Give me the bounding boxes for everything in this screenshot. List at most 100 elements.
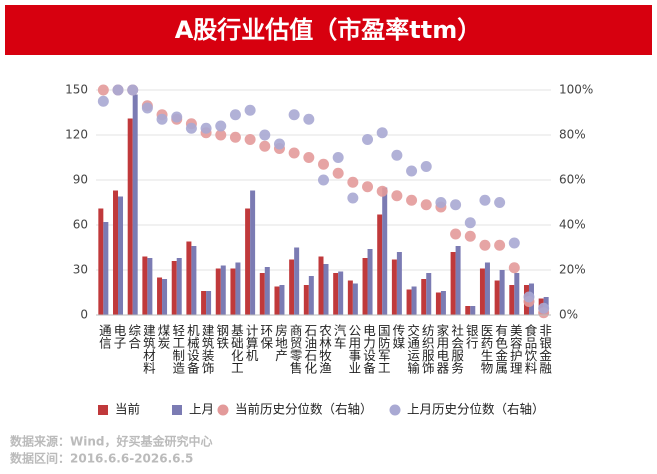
point <box>450 199 462 211</box>
point <box>406 165 418 177</box>
point <box>391 149 403 161</box>
bar <box>206 291 212 315</box>
x-tick-label: 钢铁 <box>214 324 229 349</box>
bar <box>367 249 373 315</box>
bar <box>479 268 485 315</box>
bar <box>162 279 168 315</box>
x-tick-label: 国防军工 <box>376 324 391 374</box>
y-tick-label: 60 <box>73 218 88 232</box>
bar <box>215 268 221 315</box>
bar <box>440 291 446 315</box>
point <box>332 152 344 163</box>
chart-title: A股行业估值（市盈率ttm） <box>175 16 482 44</box>
point <box>97 84 109 96</box>
x-tick-label: 基础化工 <box>229 324 244 374</box>
legend-swatch <box>389 404 401 416</box>
bar <box>509 285 515 315</box>
point <box>523 291 535 303</box>
bar <box>191 246 197 315</box>
bar <box>338 271 344 315</box>
x-tick-label: 轻工制造 <box>170 324 185 374</box>
bar <box>171 261 177 315</box>
y2-tick-label: 100% <box>559 83 593 97</box>
x-tick-label: 医药生物 <box>478 324 493 375</box>
x-tick-label: 公用事业 <box>346 324 361 374</box>
point <box>273 138 285 150</box>
x-tick-label: 计算机 <box>244 324 259 362</box>
bar <box>308 276 314 315</box>
x-tick-label: 环保 <box>258 324 273 349</box>
bar <box>406 289 412 315</box>
bar <box>259 273 265 315</box>
bar <box>235 262 241 315</box>
bar <box>391 259 397 315</box>
bar <box>352 283 358 315</box>
legend-swatch <box>172 405 182 415</box>
bar <box>499 270 505 315</box>
x-tick-label: 汽车 <box>332 323 347 350</box>
x-tick-label: 通信 <box>97 324 112 350</box>
point <box>464 217 476 229</box>
y2-tick-label: 40% <box>559 218 586 232</box>
point <box>406 194 418 206</box>
bar <box>294 247 300 315</box>
point <box>347 176 359 188</box>
point <box>127 84 139 96</box>
x-tick-label: 纺织服饰 <box>420 324 435 374</box>
bar <box>455 246 461 315</box>
point <box>435 197 447 208</box>
x-tick-label: 石油石化 <box>302 324 317 375</box>
bar <box>157 277 163 315</box>
bar <box>411 286 417 315</box>
x-tick-label: 食品饮料 <box>522 323 537 374</box>
point <box>215 129 227 141</box>
bar <box>484 262 490 315</box>
point <box>171 111 183 123</box>
bar <box>421 279 427 315</box>
point <box>494 197 506 208</box>
y2-tick-label: 20% <box>559 263 586 277</box>
point <box>141 102 153 114</box>
bar <box>382 187 388 315</box>
point <box>185 122 197 134</box>
x-tick-label: 电子 <box>112 324 127 349</box>
point <box>376 127 388 139</box>
x-tick-label: 机械设备 <box>185 324 200 375</box>
bar <box>333 273 339 315</box>
point <box>215 120 227 132</box>
x-tick-label: 综合 <box>126 324 141 349</box>
y-tick-label: 150 <box>65 83 88 97</box>
x-tick-label: 建筑装饰 <box>200 324 215 374</box>
point <box>464 230 476 242</box>
bar <box>176 258 182 315</box>
legend-swatch <box>217 404 229 416</box>
y-tick-label: 0 <box>80 308 88 322</box>
bar <box>201 291 207 315</box>
point <box>479 194 491 206</box>
bar <box>494 280 500 315</box>
point <box>229 109 241 121</box>
bar <box>245 208 251 315</box>
point <box>538 302 550 314</box>
x-tick-label: 建筑材料 <box>141 324 156 374</box>
legend-label: 上月 <box>189 402 214 417</box>
bar <box>318 256 324 315</box>
x-tick-label: 商贸零售 <box>288 323 303 374</box>
point <box>303 113 315 125</box>
legend-label: 当前历史分位数（右轴） <box>235 402 373 417</box>
y2-tick-label: 60% <box>559 173 586 187</box>
x-tick-label: 社会服务 <box>449 323 464 374</box>
point <box>259 140 271 152</box>
x-tick-label: 交通运输 <box>405 323 420 375</box>
point <box>200 122 212 134</box>
bar <box>362 258 368 315</box>
x-tick-label: 煤炭 <box>156 324 171 350</box>
point <box>450 228 462 240</box>
source: 数据来源：Wind，好买基金研究中心 <box>10 434 212 449</box>
point <box>347 192 359 204</box>
bar <box>118 196 124 315</box>
point <box>420 199 432 211</box>
point <box>259 129 271 141</box>
point <box>288 147 300 159</box>
